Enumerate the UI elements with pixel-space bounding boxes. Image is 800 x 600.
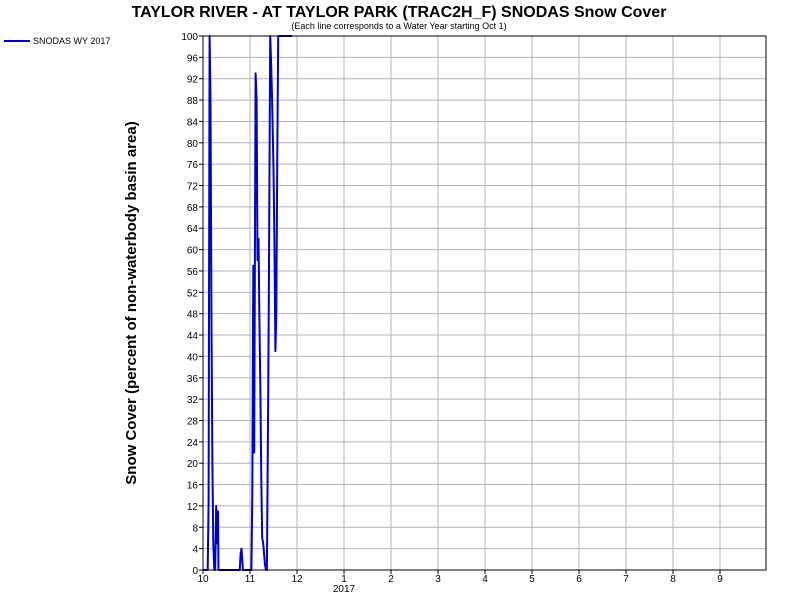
x-tick-label: 2 bbox=[388, 574, 394, 585]
y-tick-label: 16 bbox=[187, 481, 199, 492]
x-year-label: 2017 bbox=[333, 584, 356, 595]
y-tick-label: 84 bbox=[187, 117, 199, 128]
y-tick-label: 96 bbox=[187, 53, 199, 64]
x-tick-label: 1 bbox=[341, 574, 347, 585]
x-tick-label: 4 bbox=[482, 574, 488, 585]
x-tick-label: 7 bbox=[623, 574, 629, 585]
x-tick-label: 5 bbox=[529, 574, 535, 585]
y-tick-label: 88 bbox=[187, 96, 199, 107]
chart-title: TAYLOR RIVER - AT TAYLOR PARK (TRAC2H_F)… bbox=[132, 4, 667, 21]
y-tick-label: 56 bbox=[187, 267, 199, 278]
series-layer bbox=[203, 35, 293, 571]
y-tick-label: 64 bbox=[187, 224, 199, 235]
y-tick-label: 32 bbox=[187, 395, 199, 406]
y-tick-labels: 0481216202428323640444852566064687276808… bbox=[181, 32, 203, 577]
y-tick-label: 28 bbox=[187, 416, 199, 427]
y-tick-label: 92 bbox=[187, 75, 199, 86]
y-tick-label: 44 bbox=[187, 331, 199, 342]
x-tick-label: 12 bbox=[291, 574, 303, 585]
y-tick-label: 4 bbox=[192, 545, 198, 556]
x-tick-label: 11 bbox=[245, 574, 256, 585]
x-tick-label: 10 bbox=[197, 574, 209, 585]
legend: SNODAS WY 2017 bbox=[4, 36, 110, 46]
y-tick-label: 100 bbox=[181, 32, 198, 43]
y-tick-label: 12 bbox=[187, 502, 199, 513]
y-tick-label: 48 bbox=[187, 310, 199, 321]
y-tick-label: 72 bbox=[187, 182, 199, 193]
y-tick-label: 24 bbox=[187, 438, 199, 449]
y-tick-label: 8 bbox=[192, 523, 198, 534]
y-tick-label: 76 bbox=[187, 160, 199, 171]
y-tick-label: 40 bbox=[187, 352, 199, 363]
y-tick-label: 52 bbox=[187, 288, 199, 299]
y-tick-label: 60 bbox=[187, 246, 199, 257]
x-tick-label: 9 bbox=[717, 574, 723, 585]
series-line-0 bbox=[203, 35, 293, 571]
x-tick-label: 6 bbox=[576, 574, 582, 585]
x-tick-labels: 10 11 12 1 2 3 4 5 6 7 8 9 bbox=[197, 570, 723, 585]
legend-label-wy-2017: SNODAS WY 2017 bbox=[33, 36, 110, 46]
grid-layer bbox=[202, 35, 766, 571]
y-tick-label: 36 bbox=[187, 374, 199, 385]
y-axis-label: Snow Cover (percent of non-waterbody bas… bbox=[123, 121, 140, 484]
y-tick-label: 68 bbox=[187, 203, 199, 214]
chart-subtitle: (Each line corresponds to a Water Year s… bbox=[291, 21, 506, 31]
y-tick-label: 20 bbox=[187, 459, 199, 470]
y-tick-label: 80 bbox=[187, 139, 199, 150]
x-tick-label: 8 bbox=[670, 574, 676, 585]
x-tick-label: 3 bbox=[435, 574, 441, 585]
y-tick-label: 0 bbox=[192, 566, 198, 577]
